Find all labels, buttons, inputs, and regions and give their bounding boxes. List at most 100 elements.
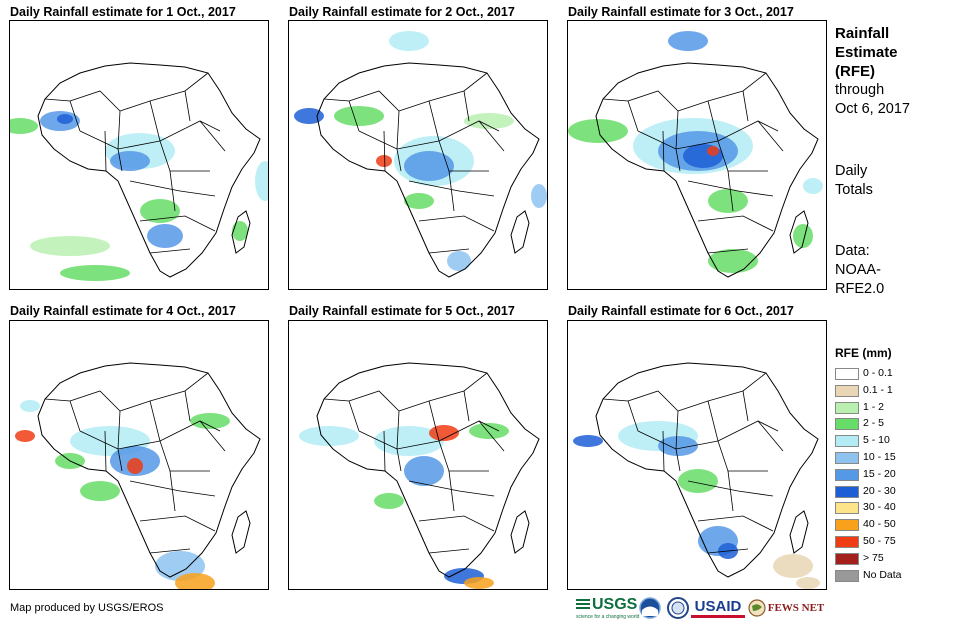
usgs-tagline: science for a changing world (576, 614, 640, 620)
country-border (675, 148, 681, 172)
credit-text: Map produced by USGS/EROS (10, 602, 164, 614)
rainfall-area (30, 236, 110, 256)
legend-label: 40 - 50 (863, 518, 896, 531)
legend-swatch (835, 451, 859, 464)
rainfall-area (376, 155, 392, 167)
legend-title: RFE (mm) (835, 346, 892, 360)
legend-label: 20 - 30 (863, 484, 896, 497)
legend-swatch (835, 535, 859, 548)
country-border (717, 440, 768, 472)
legend-label: 1 - 2 (863, 400, 885, 413)
rainfall-area (127, 458, 143, 474)
panel-title-5: Daily Rainfall estimate for 5 Oct., 2017 (289, 304, 515, 318)
legend-swatch (835, 519, 859, 532)
country-border (707, 72, 767, 102)
usgs-logo-text: USGS (592, 596, 638, 613)
panel-title-2: Daily Rainfall estimate for 2 Oct., 2017 (289, 5, 515, 19)
rainfall-area (773, 554, 813, 578)
legend-label: 0 - 0.1 (863, 367, 893, 379)
country-border (697, 515, 774, 532)
country-border (184, 390, 191, 422)
rainfall-area (57, 114, 73, 124)
country-border (169, 470, 176, 512)
rainfall-area (190, 413, 230, 429)
rainfall-area (232, 221, 248, 241)
country-border (438, 440, 489, 472)
country-border (428, 248, 470, 254)
africa-coastline (595, 362, 819, 578)
rainfall-area (20, 400, 40, 412)
rainfall-map-3 (567, 20, 827, 290)
rainfall-area (678, 469, 718, 493)
rainfall-map-5 (288, 320, 548, 590)
madagascar-outline (231, 210, 251, 254)
legend-label: 0.1 - 1 (863, 383, 893, 396)
panel-title-1: Daily Rainfall estimate for 1 Oct., 2017 (10, 5, 236, 19)
country-border (478, 120, 505, 152)
legend-label: > 75 (863, 551, 884, 564)
rainfall-area (10, 118, 38, 134)
country-border (149, 72, 209, 102)
country-border (448, 470, 455, 512)
country-border (117, 448, 123, 472)
rainfall-area (429, 425, 459, 441)
country-border (742, 390, 749, 422)
rainfall-area (568, 119, 628, 143)
country-border (463, 390, 470, 422)
legend-swatch (835, 569, 859, 582)
legend-swatch (835, 401, 859, 414)
rainfall-area (793, 224, 813, 248)
legend-swatch (835, 485, 859, 498)
country-border (428, 548, 470, 554)
rainfall-area (299, 426, 359, 446)
rainfall-area (175, 573, 215, 589)
rainfall-area (404, 151, 454, 181)
country-border (478, 420, 505, 452)
rainfall-map-2 (288, 20, 548, 290)
legend-label: 2 - 5 (863, 417, 885, 430)
rainfall-area (15, 430, 35, 442)
country-border (184, 90, 191, 122)
country-border (383, 130, 386, 172)
rainfall-area (404, 456, 444, 486)
rainfall-area (147, 224, 183, 248)
description-title-line2: Estimate (835, 44, 898, 61)
country-border (408, 480, 495, 497)
country-border (396, 148, 402, 172)
totals-line1: Daily (835, 163, 868, 179)
legend-label: 5 - 10 (863, 434, 890, 447)
panel-title-3: Daily Rainfall estimate for 3 Oct., 2017 (568, 5, 794, 19)
country-border (448, 170, 455, 212)
country-border (757, 420, 784, 452)
country-border (418, 515, 495, 532)
country-border (396, 448, 402, 472)
country-border (129, 180, 216, 197)
usaid-logo-text: USAID (694, 598, 742, 615)
rainfall-area (140, 199, 180, 223)
panel-title-6: Daily Rainfall estimate for 6 Oct., 2017 (568, 304, 794, 318)
rainfall-area (110, 151, 150, 171)
data-source-line2: NOAA- (835, 262, 881, 278)
country-border (149, 248, 191, 254)
noaa-logo-icon (638, 596, 662, 620)
legend-swatch (835, 468, 859, 481)
rainfall-area (464, 113, 514, 129)
fewsnet-logo: FEWS NET (746, 596, 826, 620)
rainfall-area (404, 193, 434, 209)
country-border (408, 180, 495, 197)
country-border (199, 120, 226, 152)
country-border (398, 100, 440, 142)
africa-coastline (37, 362, 261, 578)
legend-swatch (835, 502, 859, 515)
country-border (159, 440, 210, 472)
country-border (675, 448, 681, 472)
country-border (428, 72, 488, 102)
description-through-line2: Oct 6, 2017 (835, 101, 910, 117)
legend-swatch (835, 435, 859, 448)
madagascar-outline (789, 210, 809, 254)
legend-label: 10 - 15 (863, 450, 896, 463)
country-border (717, 420, 779, 442)
legend-label: 30 - 40 (863, 501, 896, 514)
madagascar-outline (789, 510, 809, 554)
rainfall-area (707, 146, 719, 156)
